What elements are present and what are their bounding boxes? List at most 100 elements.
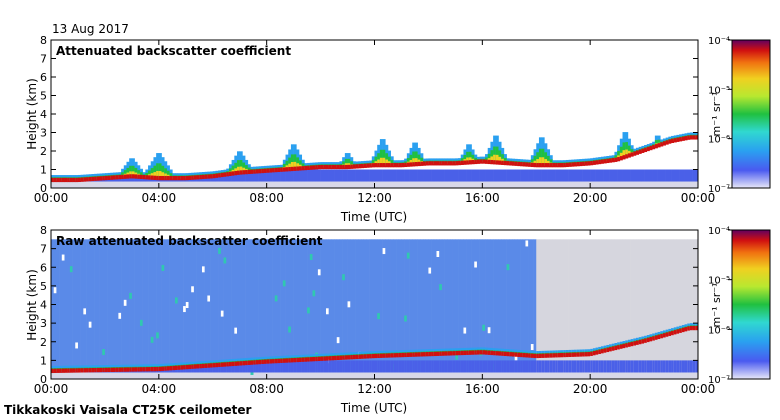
noise-cell [339, 239, 343, 373]
cloud-base-cell [293, 167, 297, 171]
noise-cell [91, 239, 95, 373]
cloud-cell [622, 150, 626, 158]
noise-cell [223, 257, 227, 264]
noise-cell [129, 239, 133, 373]
aerosol-cell [520, 360, 524, 373]
aerosol-cell [320, 360, 324, 373]
noise-cell [501, 239, 505, 373]
noise-cell [433, 239, 437, 373]
aerosol-cell [237, 364, 241, 373]
aerosol-cell [571, 169, 575, 182]
noise-cell [622, 239, 626, 373]
aerosol-cell [323, 169, 327, 182]
aerosol-cell [223, 365, 227, 373]
cloud-base-cell [118, 368, 122, 372]
cloud-base-cell [501, 161, 505, 165]
cloud-base-cell [603, 349, 607, 353]
noise-cell [584, 239, 588, 373]
cloud-base-cell [541, 164, 545, 168]
cloud-base-cell [67, 179, 71, 183]
noise-cell [121, 239, 125, 373]
cloud-base-cell [665, 141, 669, 145]
aerosol-cell [115, 177, 119, 182]
aerosol-cell [169, 368, 173, 373]
aerosol-cell [568, 360, 572, 373]
cloud-cell [293, 154, 297, 170]
noise-cell [150, 336, 154, 343]
aerosol-cell [358, 360, 362, 373]
aerosol-cell [247, 363, 251, 373]
cloud-base-cell [282, 359, 286, 363]
aerosol-cell [533, 169, 537, 182]
aerosol-cell [673, 360, 677, 373]
cloud-base-cell [139, 176, 143, 180]
cloud-base-cell [503, 162, 507, 166]
aerosol-cell [299, 169, 303, 182]
aerosol-cell [482, 169, 486, 182]
x-tick-label: 00:00 [681, 191, 716, 205]
aerosol-cell [331, 360, 335, 373]
cloud-base-cell [379, 354, 383, 358]
aerosol-cell [684, 169, 688, 182]
noise-cell [99, 239, 103, 373]
aerosol-cell [126, 177, 130, 182]
noise-cell [358, 239, 362, 373]
cloud-base-cell [414, 163, 418, 167]
aerosol-cell [255, 172, 259, 182]
noise-cell [382, 239, 386, 373]
aerosol-cell [317, 360, 321, 373]
aerosol-cell [210, 176, 214, 182]
cloud-base-cell [156, 368, 160, 372]
aerosol-cell [579, 360, 583, 373]
cloud-base-cell [282, 168, 286, 172]
noise-cell [409, 239, 413, 373]
cloud-base-cell [563, 354, 567, 358]
aerosol-cell [652, 169, 656, 182]
cloud-base-cell [191, 365, 195, 369]
cloud-base-cell [115, 176, 119, 180]
aerosol-cell [239, 364, 243, 373]
noise-cell [563, 239, 567, 373]
cloud-base-cell [142, 176, 146, 180]
aerosol-cell [458, 169, 462, 182]
aerosol-cell [565, 169, 569, 182]
noise-cell [150, 239, 154, 373]
aerosol-cell [563, 360, 567, 373]
noise-cell [309, 254, 313, 261]
aerosol-cell [369, 169, 373, 182]
aerosol-cell [511, 169, 515, 182]
cloud-base-cell [272, 169, 276, 173]
cloud-base-cell [614, 347, 618, 351]
noise-cell [355, 239, 359, 373]
noise-cell [681, 239, 685, 373]
noise-cell [274, 239, 278, 373]
aerosol-cell [255, 362, 259, 373]
cloud-base-cell [134, 175, 138, 179]
x-tick-label: 08:00 [249, 191, 284, 205]
cloud-base-cell [692, 327, 696, 331]
noise-cell [131, 239, 135, 373]
aerosol-cell [398, 360, 402, 373]
aerosol-cell [390, 360, 394, 373]
aerosol-cell [544, 360, 548, 373]
cloud-base-cell [649, 147, 653, 151]
aerosol-cell [107, 178, 111, 182]
colorbar: 10⁻⁷ 10⁻⁶ 10⁻⁵ 10⁻⁴ [708, 36, 771, 195]
noise-cell [53, 287, 57, 294]
aerosol-cell [649, 360, 653, 373]
noise-cell [455, 353, 459, 360]
cloud-base-cell [301, 358, 305, 362]
aerosol-cell [609, 360, 613, 373]
noise-cell [201, 239, 205, 373]
cloud-cell [498, 156, 502, 164]
cloud-base-cell [479, 160, 483, 164]
cloud-base-cell [51, 179, 54, 183]
cloud-base-cell [404, 354, 408, 358]
aerosol-cell [598, 360, 602, 373]
cloud-base-cell [344, 356, 348, 360]
noise-cell [323, 239, 327, 373]
cloud-base-cell [53, 179, 57, 183]
aerosol-cell [231, 364, 235, 373]
cloud-base-cell [671, 332, 675, 336]
raw-backscatter-field [51, 239, 699, 379]
